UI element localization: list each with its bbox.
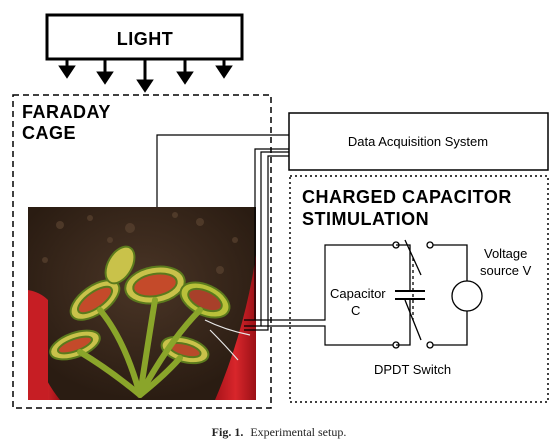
venus-flytrap-photo bbox=[28, 207, 256, 400]
svg-text:Fig. 1. Experimental set: Fig. 1. Experimental setup. bbox=[212, 425, 347, 439]
light-arrow bbox=[96, 59, 114, 85]
circuit bbox=[392, 239, 483, 349]
light-arrow bbox=[215, 59, 233, 79]
capacitor-stimulation-box: CHARGED CAPACITOR STIMULATION bbox=[289, 175, 549, 403]
data-acquisition-system: Data Acquisition System bbox=[288, 112, 549, 171]
stimulation-label-line2: STIMULATION bbox=[302, 209, 429, 229]
caption-prefix: Fig. 1. bbox=[212, 425, 244, 439]
voltage-label-line2: source V bbox=[480, 263, 532, 278]
light-source: LIGHT bbox=[45, 13, 244, 61]
wires bbox=[156, 134, 393, 346]
capacitor-label-line1: Capacitor bbox=[330, 286, 386, 301]
capacitor-label-line2: C bbox=[351, 303, 360, 318]
faraday-label-line1: FARADAY bbox=[22, 102, 111, 122]
caption-text: Experimental setup. bbox=[250, 425, 346, 439]
light-arrow bbox=[58, 59, 76, 79]
faraday-label-line2: CAGE bbox=[22, 123, 76, 143]
faraday-cage: FARADAY CAGE bbox=[12, 94, 272, 409]
circuit-labels: Capacitor C Voltage source V DPDT Switch bbox=[330, 246, 532, 377]
figure-caption: Fig. 1. Experimental setup. bbox=[212, 425, 347, 439]
light-arrow bbox=[176, 59, 194, 85]
stimulation-label-line1: CHARGED CAPACITOR bbox=[302, 187, 512, 207]
switch-terminal bbox=[426, 341, 434, 349]
voltage-source-symbol bbox=[451, 280, 483, 312]
switch-label: DPDT Switch bbox=[374, 362, 451, 377]
light-label: LIGHT bbox=[117, 29, 174, 49]
light-arrow bbox=[136, 59, 154, 93]
daq-label: Data Acquisition System bbox=[348, 134, 488, 149]
switch-terminal bbox=[426, 241, 434, 249]
voltage-label-line1: Voltage bbox=[484, 246, 527, 261]
switch-blade bbox=[404, 239, 422, 276]
light-arrows bbox=[58, 59, 233, 93]
